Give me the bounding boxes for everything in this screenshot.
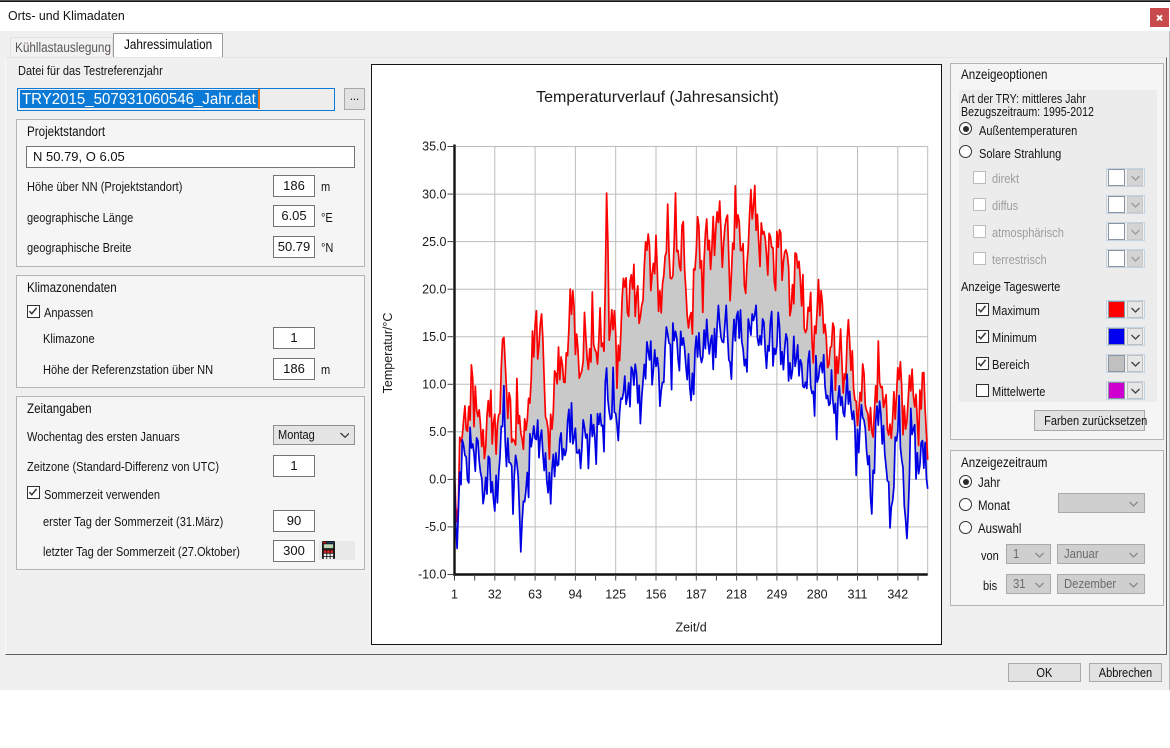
svg-text:280: 280 [807,588,828,602]
svg-text:187: 187 [686,588,707,602]
svg-text:15.0: 15.0 [422,330,446,344]
svg-text:63: 63 [528,588,542,602]
svg-text:249: 249 [766,588,787,602]
svg-text:Zeit/d: Zeit/d [675,621,706,635]
svg-text:30.0: 30.0 [422,187,446,201]
svg-text:218: 218 [726,588,747,602]
svg-text:Temperaturverlauf (Jahresansic: Temperaturverlauf (Jahresansicht) [536,89,779,106]
svg-text:1: 1 [451,588,458,602]
svg-text:35.0: 35.0 [422,140,446,154]
svg-text:156: 156 [646,588,667,602]
svg-text:32: 32 [488,588,502,602]
svg-text:10.0: 10.0 [422,378,446,392]
svg-text:Temperatur/°C: Temperatur/°C [381,313,395,394]
svg-text:0.0: 0.0 [429,473,446,487]
svg-text:-5.0: -5.0 [425,520,447,534]
svg-text:5.0: 5.0 [429,425,446,439]
svg-text:94: 94 [568,588,582,602]
svg-text:-10.0: -10.0 [418,568,447,582]
svg-text:125: 125 [605,588,626,602]
svg-text:342: 342 [887,588,908,602]
svg-text:20.0: 20.0 [422,282,446,296]
svg-text:311: 311 [848,588,868,602]
svg-text:25.0: 25.0 [422,235,446,249]
